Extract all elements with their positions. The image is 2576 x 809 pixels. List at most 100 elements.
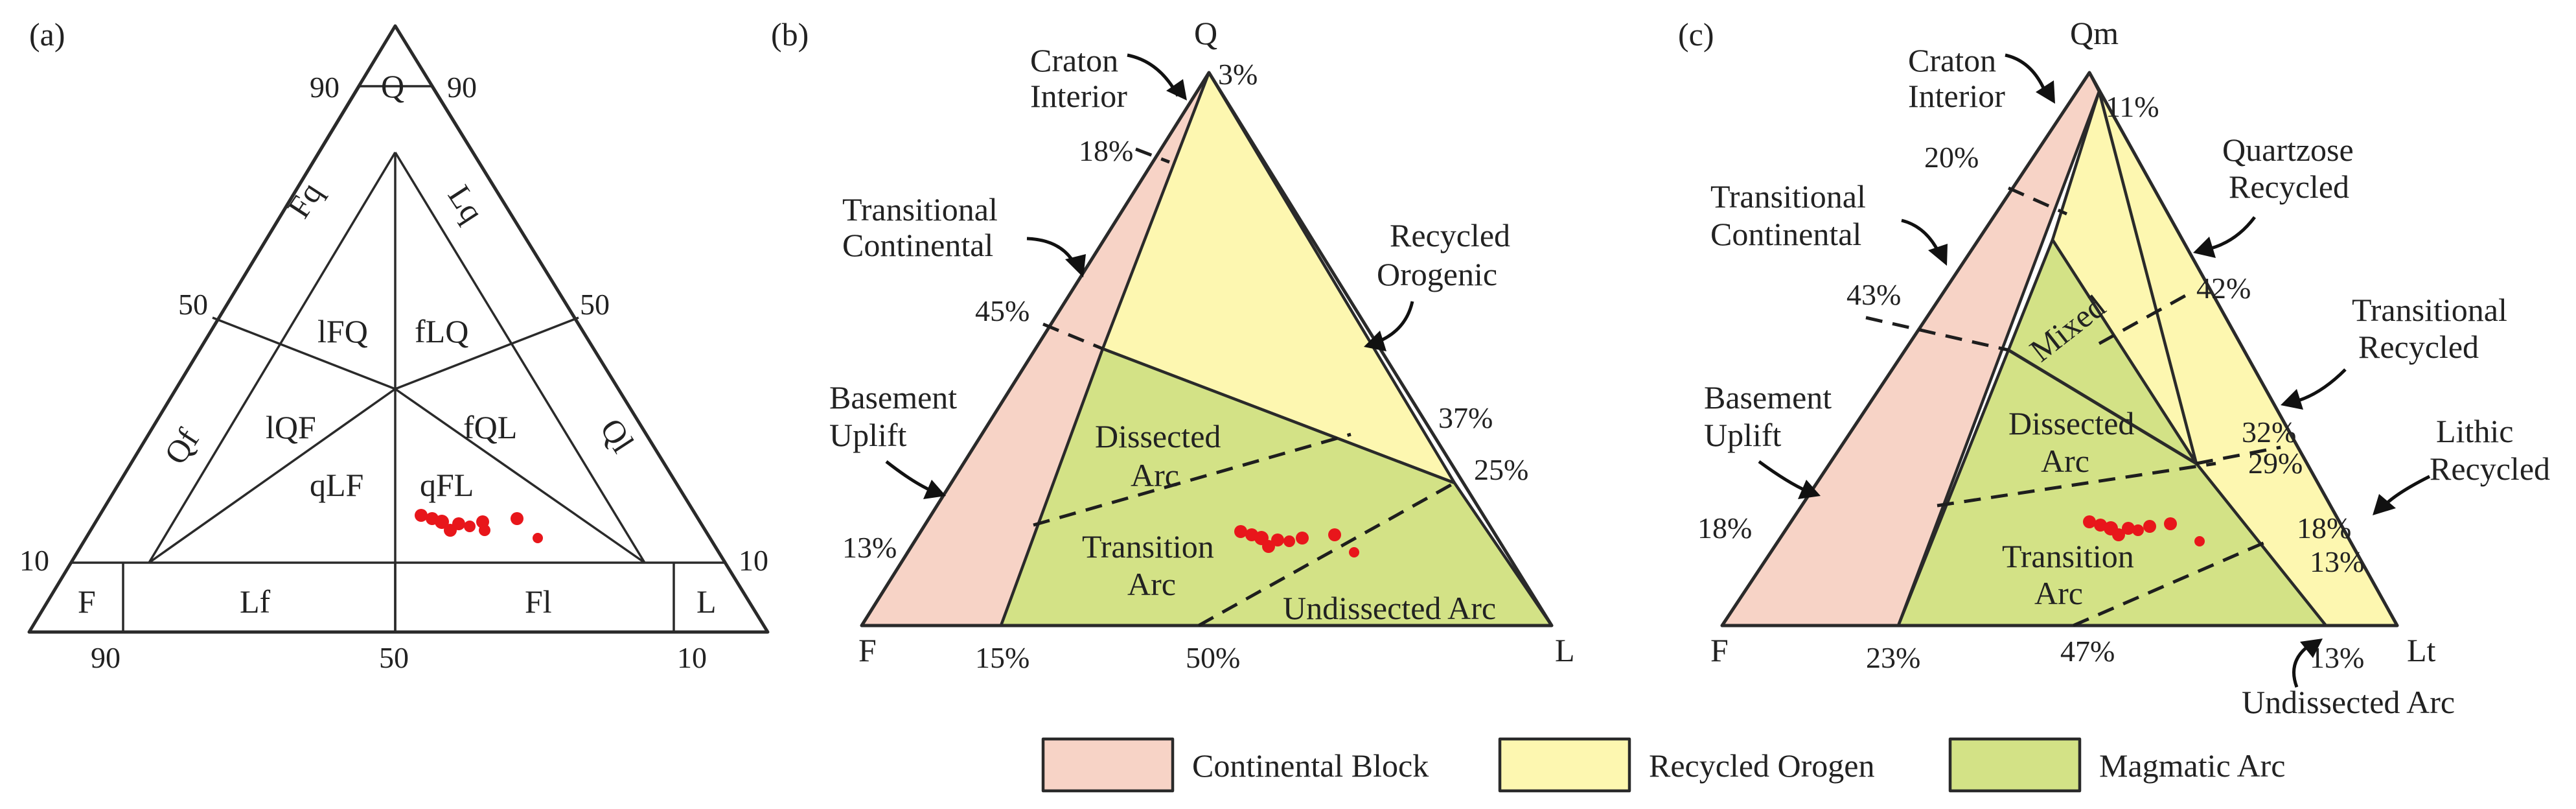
panel-c-pct-13-bottom: 13% bbox=[2310, 641, 2364, 674]
panel-a-field-qlf: qLF bbox=[310, 467, 363, 503]
panel-a-apex-f: F bbox=[78, 583, 96, 620]
panel-b-pct-3: 3% bbox=[1218, 58, 1258, 91]
panel-a-field-ql: Ql bbox=[593, 412, 641, 458]
panel-c-arrow-trans-recycled bbox=[2293, 368, 2347, 404]
panel-b-pct-45: 45% bbox=[975, 294, 1029, 327]
panel-a-right-inner bbox=[430, 86, 727, 563]
panel-c-arrowhead-craton bbox=[2036, 80, 2055, 104]
legend-label-continental: Continental Block bbox=[1192, 747, 1429, 784]
sample-point bbox=[1271, 533, 1284, 546]
panel-c-pct-11: 11% bbox=[2106, 90, 2159, 123]
panel-a-tag: (a) bbox=[29, 16, 65, 53]
sample-point bbox=[1349, 547, 1359, 557]
panel-a-tick-bottom-10: 10 bbox=[677, 641, 707, 674]
sample-point bbox=[2194, 536, 2205, 546]
legend-swatch-magmatic bbox=[1948, 737, 2082, 793]
panel-a-apex-l: L bbox=[696, 583, 717, 620]
panel-a-tick-mid-left: 50 bbox=[178, 288, 208, 321]
sample-point bbox=[2112, 528, 2125, 541]
panel-a-f-to-center bbox=[148, 388, 397, 564]
panel-a-line-lfq bbox=[212, 316, 396, 390]
panel-c-tag: (c) bbox=[1678, 16, 1714, 53]
panel-b-label-transitional-1: Transitional bbox=[842, 191, 998, 228]
sample-point bbox=[2122, 522, 2135, 535]
panel-c-label-transitional-2: Continental bbox=[1710, 216, 1861, 252]
panel-c: (c) Qm F Lt 11% 20% 43% 18% 23% 47% 13% … bbox=[1678, 15, 2550, 720]
panel-b-arrowhead-craton bbox=[1166, 79, 1187, 100]
panel-a-tick-top-left: 90 bbox=[310, 71, 339, 104]
panel-c-samples bbox=[2083, 515, 2205, 546]
panel-c-label-basement-2: Uplift bbox=[1704, 417, 1782, 453]
panel-c-pct-43: 43% bbox=[1846, 278, 1901, 311]
panel-c-arrow-undissected bbox=[2292, 643, 2311, 688]
panel-b-dash-45 bbox=[1042, 322, 1103, 351]
panel-c-label-lithic-2: Recycled bbox=[2430, 451, 2550, 487]
panel-c-dash-20 bbox=[2007, 186, 2068, 216]
panel-b-tag: (b) bbox=[771, 16, 809, 53]
panel-c-label-transition-2: Arc bbox=[2034, 575, 2083, 611]
panel-c-arrowhead-trans-recycled bbox=[2281, 389, 2303, 410]
panel-a-field-lfq: lFQ bbox=[317, 313, 368, 349]
panel-b-apex-f: F bbox=[858, 632, 877, 668]
panel-c-label-quartzose-1: Quartzose bbox=[2222, 132, 2354, 168]
panel-b-dash-18 bbox=[1135, 147, 1170, 164]
panel-c-label-craton-2: Interior bbox=[1908, 78, 2005, 114]
panel-c-label-undissected: Undissected Arc bbox=[2242, 684, 2455, 720]
sample-point bbox=[1328, 528, 1341, 541]
panel-b-label-undissected: Undissected Arc bbox=[1283, 590, 1496, 626]
panel-a-field-qf: Qf bbox=[157, 422, 206, 471]
panel-b-label-craton-1: Craton bbox=[1030, 42, 1118, 78]
sample-point bbox=[435, 515, 449, 529]
panel-a-tick-low-left: 10 bbox=[19, 544, 49, 577]
panel-b-pct-25: 25% bbox=[1474, 453, 1528, 486]
panel-c-label-transition-1: Transition bbox=[2002, 538, 2134, 574]
panel-b-arrowhead-basement bbox=[923, 480, 946, 499]
panel-a-tick-bottom-90: 90 bbox=[91, 641, 121, 674]
panel-a-tick-mid-right: 50 bbox=[580, 288, 610, 321]
panel-b-samples bbox=[1234, 525, 1359, 557]
panel-a-tick-bottom-50: 50 bbox=[379, 641, 409, 674]
sample-point bbox=[511, 512, 523, 525]
sample-point bbox=[2164, 517, 2177, 530]
panel-a-field-lf: Lf bbox=[240, 583, 271, 620]
panel-b-arrow-recycled bbox=[1376, 301, 1414, 344]
panel-b-label-basement-1: Basement bbox=[829, 379, 957, 416]
sample-point bbox=[2143, 520, 2156, 533]
panel-a-field-lqf: lQF bbox=[266, 409, 316, 445]
panel-b-dash-undissected bbox=[1197, 481, 1456, 627]
panel-c-label-trans-recycled-2: Recycled bbox=[2358, 329, 2479, 365]
panel-c-apex-lt: Lt bbox=[2407, 632, 2436, 668]
panel-a-outer-triangle bbox=[27, 24, 770, 634]
panel-c-arrowhead-transitional bbox=[1928, 244, 1948, 266]
panel-b-label-basement-2: Uplift bbox=[829, 417, 907, 453]
sample-point bbox=[1262, 540, 1275, 553]
panel-c-pct-20: 20% bbox=[1924, 141, 1979, 174]
panel-c-dash-43 bbox=[1865, 316, 2009, 352]
sample-point bbox=[415, 509, 428, 522]
panel-b-pct-18: 18% bbox=[1079, 134, 1133, 167]
panel-a-field-fq: Fq bbox=[280, 176, 329, 224]
panel-c-arrowhead-undissected bbox=[2300, 639, 2323, 658]
panel-b-label-dissected-2: Arc bbox=[1131, 457, 1179, 493]
panel-c-dash-32 bbox=[1937, 462, 2216, 508]
panel-c-dash-29 bbox=[2196, 445, 2281, 465]
legend: Continental Block Recycled Orogen Magmat… bbox=[1041, 737, 2285, 793]
panel-c-label-dissected-1: Dissected bbox=[2008, 405, 2134, 441]
sample-point bbox=[1283, 535, 1295, 547]
panel-a-field-qfl: qFL bbox=[420, 467, 474, 503]
panel-b: (b) Q F L 3% 18% 45% 13% 15% 50% 37% 25%… bbox=[771, 15, 1575, 674]
panel-a-f-to-top bbox=[148, 152, 397, 563]
legend-swatch-continental bbox=[1041, 737, 1175, 793]
panel-b-apex-l: L bbox=[1555, 632, 1575, 668]
panel-c-pct-29: 29% bbox=[2248, 447, 2303, 480]
panel-c-outer-triangle bbox=[1720, 71, 2399, 627]
panel-c-pct-23: 23% bbox=[1866, 641, 1920, 674]
panel-c-pct-47: 47% bbox=[2060, 635, 2115, 668]
panel-a-field-flq: fLQ bbox=[415, 313, 468, 349]
sample-point bbox=[479, 524, 490, 536]
panel-a-field-fl: Fl bbox=[525, 583, 552, 620]
panel-b-pct-15: 15% bbox=[975, 641, 1029, 674]
panel-a-apex-q: Q bbox=[381, 68, 404, 104]
panel-c-dash-42 bbox=[2098, 293, 2188, 346]
